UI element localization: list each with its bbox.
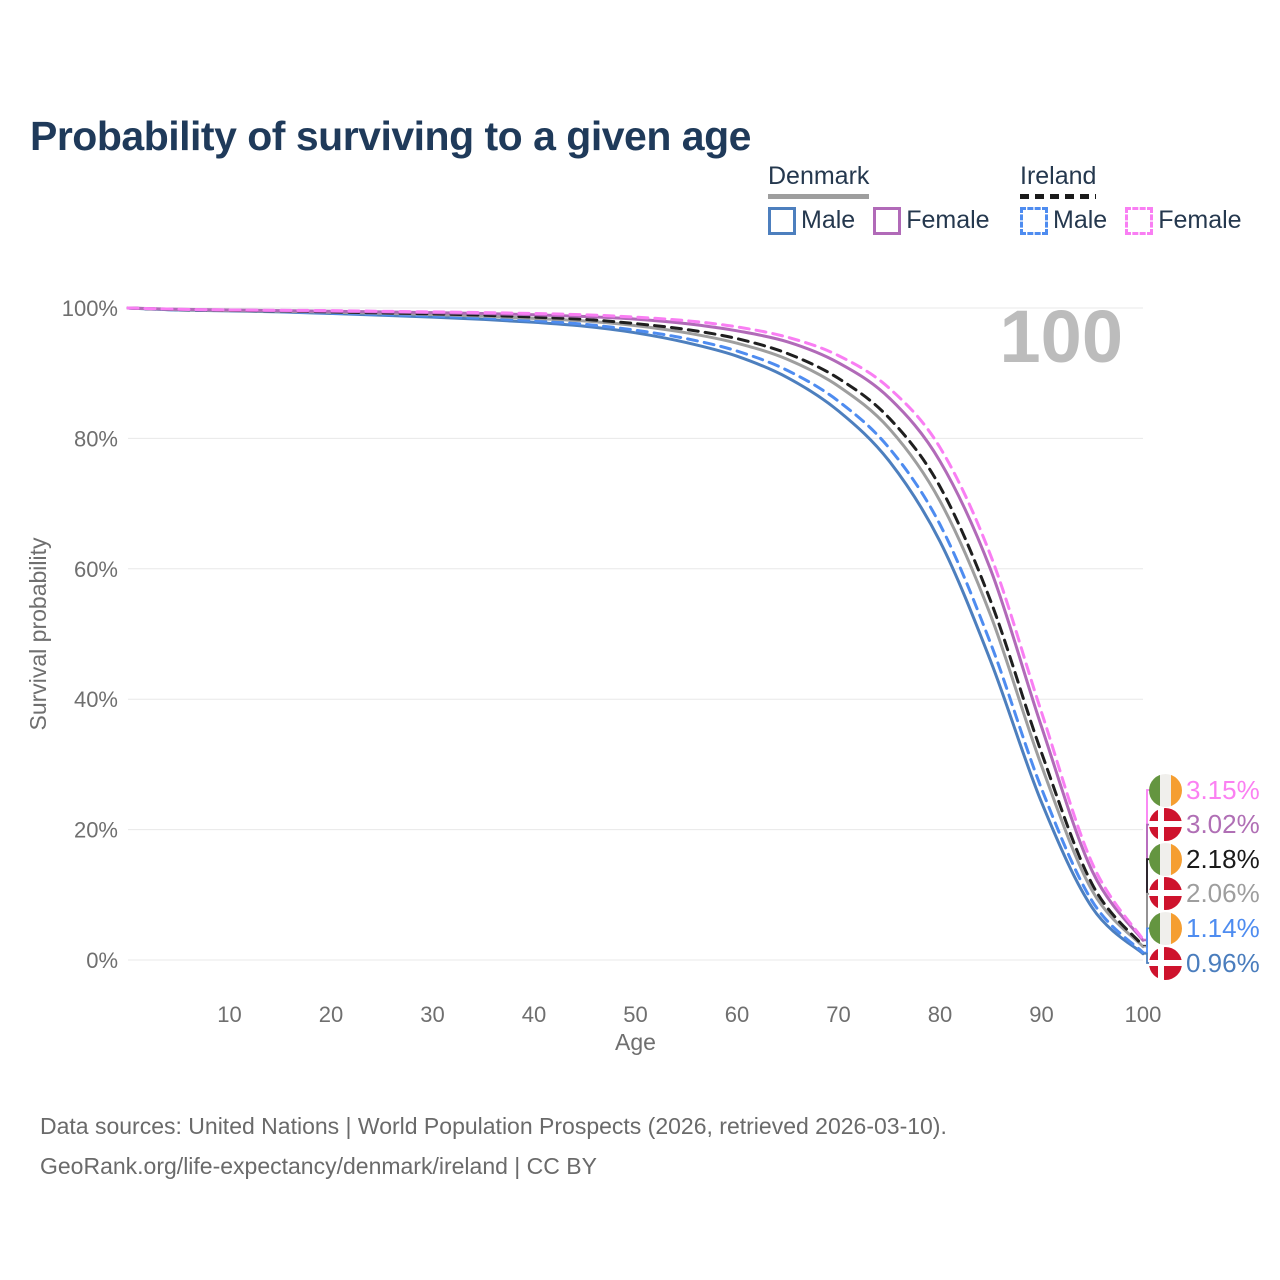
footer: Data sources: United Nations | World Pop… [40,1106,947,1186]
end-label-denmark-male: 0.96% [1149,946,1260,980]
denmark-line-sample [768,194,870,199]
x-tick-label: 40 [522,1002,546,1027]
end-value: 1.14% [1186,912,1260,943]
end-value: 2.18% [1186,843,1260,874]
x-tick-label: 80 [928,1002,952,1027]
legend-group-denmark: Denmark Male Female [768,162,990,235]
legend-item-denmark-male[interactable]: Male [768,206,855,235]
end-label-ireland-female: 3.15% [1149,773,1260,807]
age-watermark: 100 [1000,295,1123,378]
end-label-denmark-total: 2.06% [1149,877,1260,911]
x-tick-label: 100 [1125,1002,1162,1027]
end-value: 3.02% [1186,809,1260,840]
y-tick-label: 0% [86,948,118,973]
line-ireland-total[interactable] [126,306,1145,948]
y-axis-title: Survival probability [25,537,51,731]
denmark-flag-icon [1149,808,1182,842]
y-tick-label: 80% [74,426,118,451]
line-denmark-male[interactable] [126,306,1145,956]
line-ireland-male[interactable] [126,306,1145,955]
denmark-flag-icon [1149,946,1182,980]
x-tick-label: 90 [1029,1002,1053,1027]
end-label-denmark-female: 3.02% [1149,808,1260,842]
x-tick-label: 60 [725,1002,749,1027]
legend-title-ireland: Ireland [1020,162,1097,199]
y-tick-label: 100% [62,296,118,321]
legend-row-denmark: Male Female [768,206,990,235]
end-value: 2.06% [1186,878,1260,909]
x-tick-label: 10 [217,1002,241,1027]
x-tick-label: 20 [319,1002,343,1027]
legend-item-denmark-female[interactable]: Female [873,206,990,235]
ireland-flag-icon [1149,911,1182,945]
denmark-male-swatch-icon[interactable] [768,206,796,235]
ireland-male-swatch-icon[interactable] [1020,206,1048,235]
page-title: Probability of surviving to a given age [30,113,751,160]
legend-item-ireland-female[interactable]: Female [1125,206,1242,235]
footer-data-sources: Data sources: United Nations | World Pop… [40,1113,947,1139]
x-tick-label: 70 [826,1002,850,1027]
ireland-female-swatch-icon[interactable] [1125,206,1154,235]
end-label-ireland-total: 2.18% [1149,842,1260,876]
y-tick-label: 40% [74,687,118,712]
y-tick-label: 60% [74,557,118,582]
x-tick-label: 50 [623,1002,647,1027]
x-axis-title: Age [615,1029,656,1055]
y-tick-label: 20% [74,818,118,843]
denmark-female-swatch-icon[interactable] [873,206,902,235]
legend-group-ireland: Ireland Male Female [1020,162,1242,235]
ireland-line-sample [1020,194,1097,199]
denmark-flag-icon [1149,877,1182,911]
x-tick-label: 30 [420,1002,444,1027]
ireland-flag-icon [1149,842,1182,876]
ireland-flag-icon [1149,773,1182,807]
line-denmark-total[interactable] [126,306,1145,949]
footer-attribution: GeoRank.org/life-expectancy/denmark/irel… [40,1153,597,1179]
end-label-ireland-male: 1.14% [1149,911,1260,945]
end-value: 3.15% [1186,774,1260,805]
legend-title-denmark: Denmark [768,162,870,199]
end-value: 0.96% [1186,947,1260,978]
line-ireland-female[interactable] [126,306,1145,941]
line-denmark-female[interactable] [126,306,1145,942]
legend-item-ireland-male[interactable]: Male [1020,206,1107,235]
legend-row-ireland: Male Female [1020,206,1242,235]
